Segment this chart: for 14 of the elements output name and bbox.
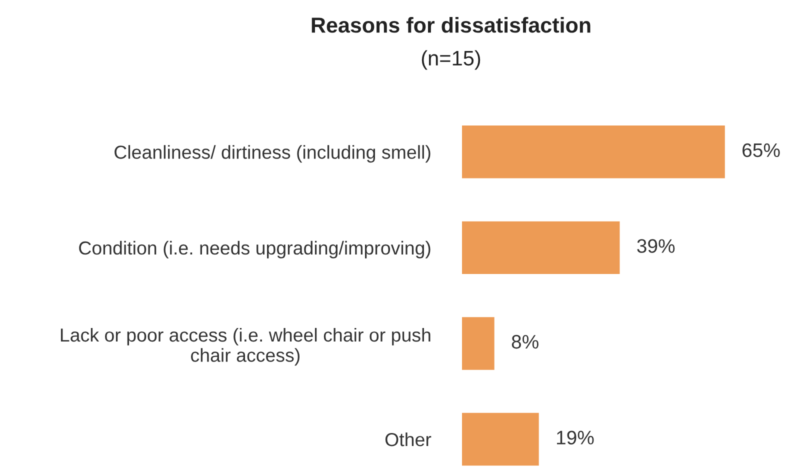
bar <box>462 126 725 178</box>
chart-title: Reasons for dissatisfaction <box>312 16 590 33</box>
data-label: 65% <box>742 143 780 158</box>
data-label: 8% <box>512 334 538 349</box>
data-label: 19% <box>557 430 594 444</box>
bar <box>462 317 494 370</box>
y-tick-label: Condition (i.e. needs upgrading/improving) <box>79 240 430 258</box>
data-label: 39% <box>637 239 675 253</box>
y-tick-label: Cleanliness/ dirtiness (including smell) <box>114 145 430 163</box>
bar <box>462 221 620 274</box>
bar <box>462 412 539 466</box>
chart-subtitle: (n=15) <box>422 50 480 70</box>
y-tick-label: Lack or poor access (i.e. wheel chair or push chair access) <box>60 328 430 366</box>
y-tick-label: Other <box>385 432 432 446</box>
